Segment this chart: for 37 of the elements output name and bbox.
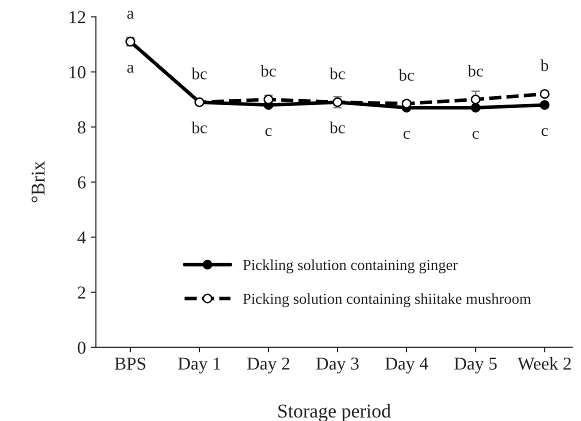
data-label: bc: [260, 64, 276, 77]
data-label: a: [127, 10, 134, 19]
x-tick-label: BPS: [114, 358, 146, 370]
x-tick-label: Day 5: [454, 358, 497, 374]
legend-label: Picking solution containing shiitake mushroom: [243, 293, 531, 308]
point: [540, 89, 550, 99]
data-label: bc: [468, 64, 483, 77]
data-label: bc: [330, 122, 345, 134]
y-axis-title: °Brix: [32, 161, 45, 202]
point: [470, 94, 480, 104]
y-tick-label: 12: [70, 11, 86, 24]
data-label: bc: [330, 68, 345, 80]
point: [402, 98, 412, 108]
x-tick-label: Week 2: [518, 357, 571, 370]
legend-label: Pickling solution containing ginger: [243, 259, 458, 274]
data-label: a: [127, 64, 134, 73]
y-tick-label: 4: [77, 232, 86, 244]
data-label: c: [542, 128, 548, 136]
data-label: bc: [192, 68, 207, 80]
data-label: bc: [192, 122, 207, 134]
y-tick-label: 6: [78, 176, 86, 189]
x-tick-label: Day 3: [316, 358, 359, 374]
data-label: bc: [398, 69, 414, 81]
y-tick-label: 2: [78, 286, 86, 299]
data-label: c: [472, 130, 479, 139]
y-tick-label: 0: [78, 342, 86, 354]
point: [470, 102, 480, 113]
data-label: b: [540, 59, 548, 72]
y-tick-label: 8: [78, 121, 86, 134]
point: [264, 94, 274, 104]
y-tick-label: 10: [70, 66, 86, 78]
point: [540, 100, 550, 110]
data-label: c: [265, 128, 272, 136]
x-tick-label: Day 2: [247, 358, 290, 374]
x-tick-label: Day 4: [385, 358, 428, 374]
x-tick-label: Day 1: [178, 358, 220, 374]
data-label: c: [404, 130, 410, 139]
